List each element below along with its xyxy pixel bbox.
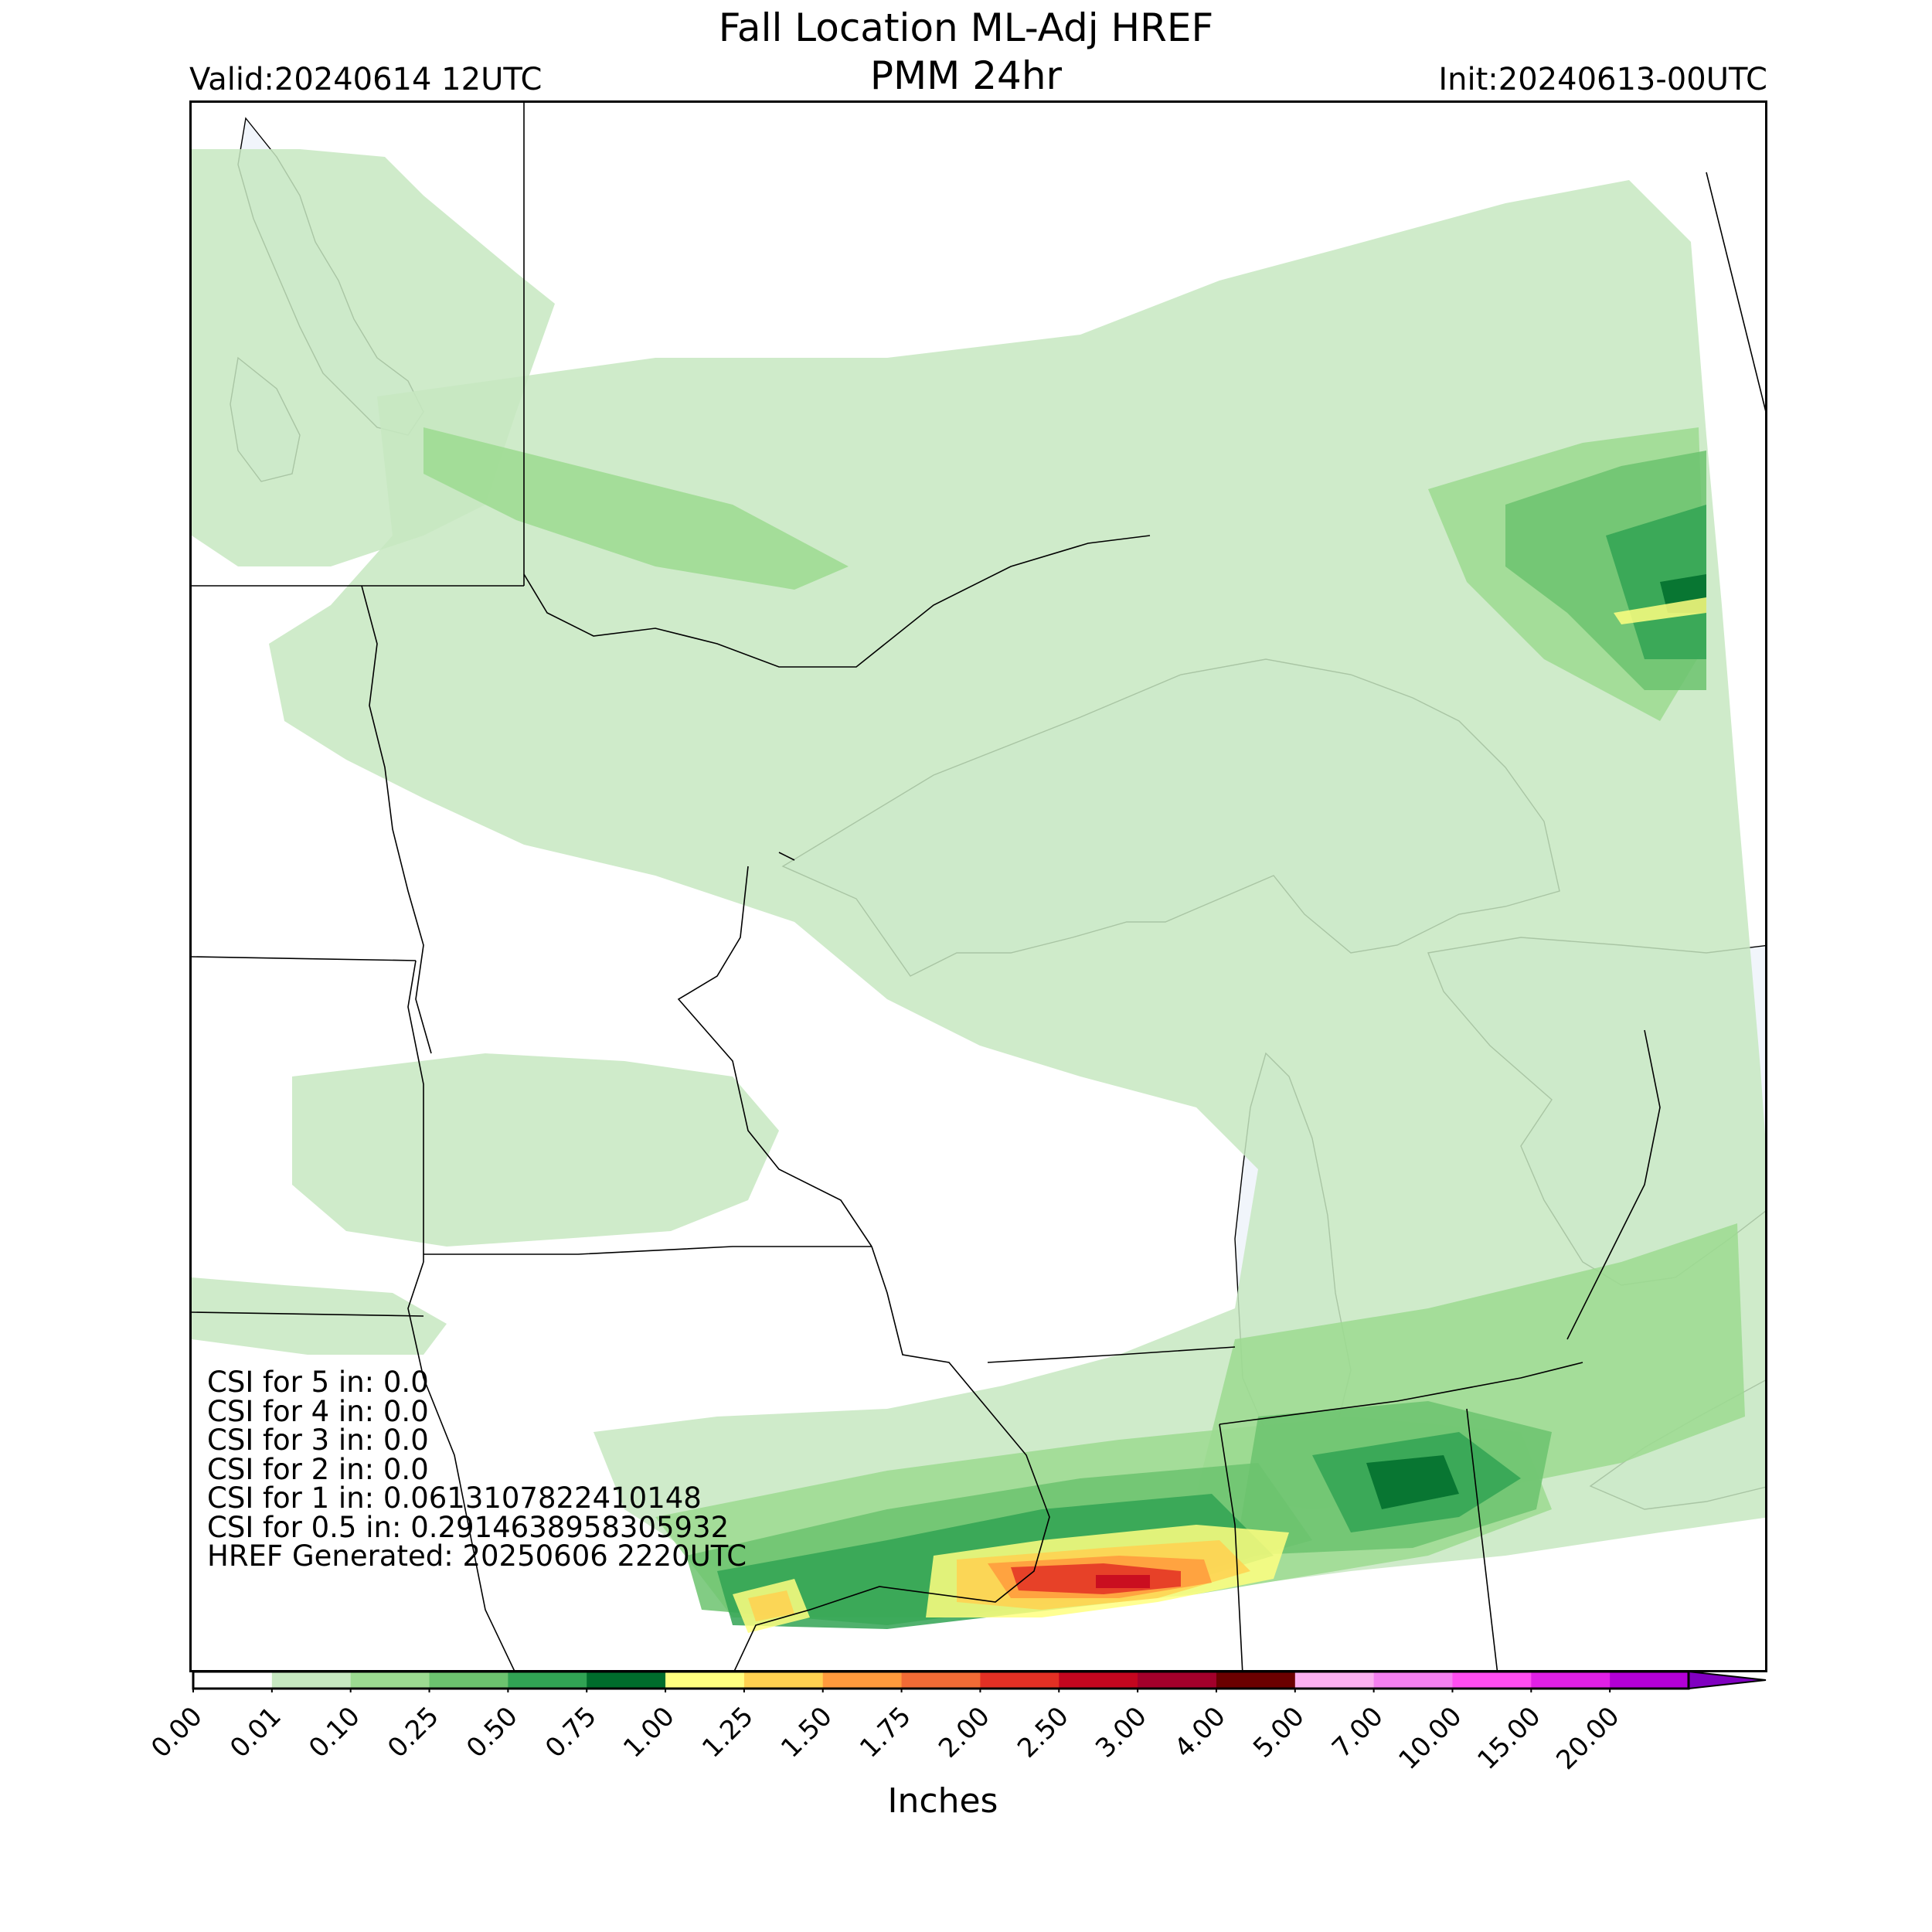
precip-area-mid-green xyxy=(423,427,849,590)
colorbar-swatch xyxy=(271,1672,352,1689)
colorbar-tick: 0.50 xyxy=(460,1700,524,1764)
colorbar xyxy=(192,1670,1767,1692)
valid-time-label: Valid:20240614 12UTC xyxy=(189,62,543,97)
precip-area-yellow xyxy=(1614,597,1706,624)
csi-line: CSI for 3 in: 0.0 xyxy=(207,1423,429,1457)
colorbar-swatch xyxy=(665,1672,745,1689)
boundary-line xyxy=(1219,1423,1243,1670)
colorbar-tick: 0.01 xyxy=(224,1700,287,1764)
precipitation-field xyxy=(192,149,1765,1633)
title-line-2: PMM 24hr xyxy=(869,53,1063,98)
colorbar-swatch xyxy=(1610,1672,1689,1689)
colorbar-swatch xyxy=(1216,1672,1296,1689)
csi-line: CSI for 1 in: 0.0613107822410148 xyxy=(207,1481,702,1515)
colorbar-swatch xyxy=(743,1672,824,1689)
colorbar-tick: 0.10 xyxy=(303,1700,366,1764)
colorbar-label: Inches xyxy=(887,1781,998,1821)
colorbar-swatch xyxy=(1138,1672,1217,1689)
csi-line: CSI for 0.5 in: 0.2914638958305932 xyxy=(207,1510,730,1544)
colorbar-swatch xyxy=(1059,1672,1138,1689)
colorbar-tick: 2.50 xyxy=(1011,1700,1075,1764)
precip-area-light-green xyxy=(292,1053,779,1247)
colorbar-outline xyxy=(192,1670,1690,1690)
boundary-line xyxy=(987,1346,1236,1363)
csi-line: CSI for 5 in: 0.0 xyxy=(207,1366,429,1399)
precip-area-light-green xyxy=(192,1277,447,1355)
colorbar-extend-arrow xyxy=(1688,1670,1767,1690)
colorbar-tick: 10.00 xyxy=(1393,1700,1468,1776)
boundary-line xyxy=(192,956,417,961)
boundary-line xyxy=(361,585,432,1054)
precip-area-deep-green xyxy=(1366,1455,1459,1509)
boundary-line xyxy=(677,866,872,1247)
colorbar-tick: 0.00 xyxy=(145,1700,209,1764)
boundary-line xyxy=(407,1261,515,1670)
colorbar-swatch xyxy=(193,1672,273,1689)
csi-statistics: CSI for 5 in: 0.0 CSI for 4 in: 0.0 CSI … xyxy=(207,1368,747,1571)
colorbar-swatch xyxy=(901,1672,981,1689)
colorbar-tick: 1.25 xyxy=(696,1700,760,1764)
colorbar-swatch xyxy=(1531,1672,1611,1689)
colorbar-swatch xyxy=(1373,1672,1453,1689)
colorbar-tick: 1.50 xyxy=(775,1700,838,1764)
precip-area-dark-green xyxy=(1606,505,1706,659)
boundary-line xyxy=(778,852,795,861)
boundary-line xyxy=(1566,1029,1661,1340)
boundary-line xyxy=(192,1311,424,1317)
colorbar-tick: 5.00 xyxy=(1247,1700,1311,1764)
boundary-line xyxy=(423,1246,872,1255)
colorbar-swatch xyxy=(822,1672,903,1689)
political-borders xyxy=(192,103,1765,1670)
colorbar-swatch xyxy=(350,1672,430,1689)
colorbar-tick: 7.00 xyxy=(1325,1700,1389,1764)
init-time-label: Init:20240613-00UTC xyxy=(1438,62,1767,97)
boundary-line xyxy=(523,535,1151,668)
colorbar-swatch xyxy=(1294,1672,1375,1689)
colorbar-tick: 0.25 xyxy=(381,1700,445,1764)
map-canvas xyxy=(192,103,1765,1670)
precip-area-gold xyxy=(748,1590,794,1621)
colorbar-swatch xyxy=(980,1672,1060,1689)
boundary-line xyxy=(407,960,424,1262)
boundary-line xyxy=(1219,1362,1583,1425)
colorbar-swatch xyxy=(1452,1672,1532,1689)
title-line-1: Fall Location ML-Adj HREF xyxy=(718,5,1214,50)
boundary-line xyxy=(733,1246,1050,1670)
precip-area-dark-red xyxy=(1096,1575,1150,1588)
colorbar-tick: 15.00 xyxy=(1471,1700,1547,1776)
boundary-line xyxy=(1706,172,1765,412)
colorbar-tick: 3.00 xyxy=(1090,1700,1154,1764)
colorbar-tick: 1.75 xyxy=(853,1700,917,1764)
colorbar-tick: 1.00 xyxy=(617,1700,682,1764)
colorbar-swatch xyxy=(508,1672,587,1689)
colorbar-swatch xyxy=(429,1672,509,1689)
boundary-line xyxy=(1466,1408,1498,1670)
csi-line: CSI for 2 in: 0.0 xyxy=(207,1452,429,1486)
colorbar-swatch xyxy=(587,1672,666,1689)
colorbar-tick: 20.00 xyxy=(1550,1700,1626,1776)
csi-line: CSI for 4 in: 0.0 xyxy=(207,1394,429,1428)
colorbar-tick: 0.75 xyxy=(539,1700,603,1764)
precipitation-map xyxy=(189,100,1767,1672)
colorbar-tick: 4.00 xyxy=(1168,1700,1233,1764)
generated-time-line: HREF Generated: 20250606 2220UTC xyxy=(207,1539,747,1573)
colorbar-tick: 2.00 xyxy=(932,1700,996,1764)
